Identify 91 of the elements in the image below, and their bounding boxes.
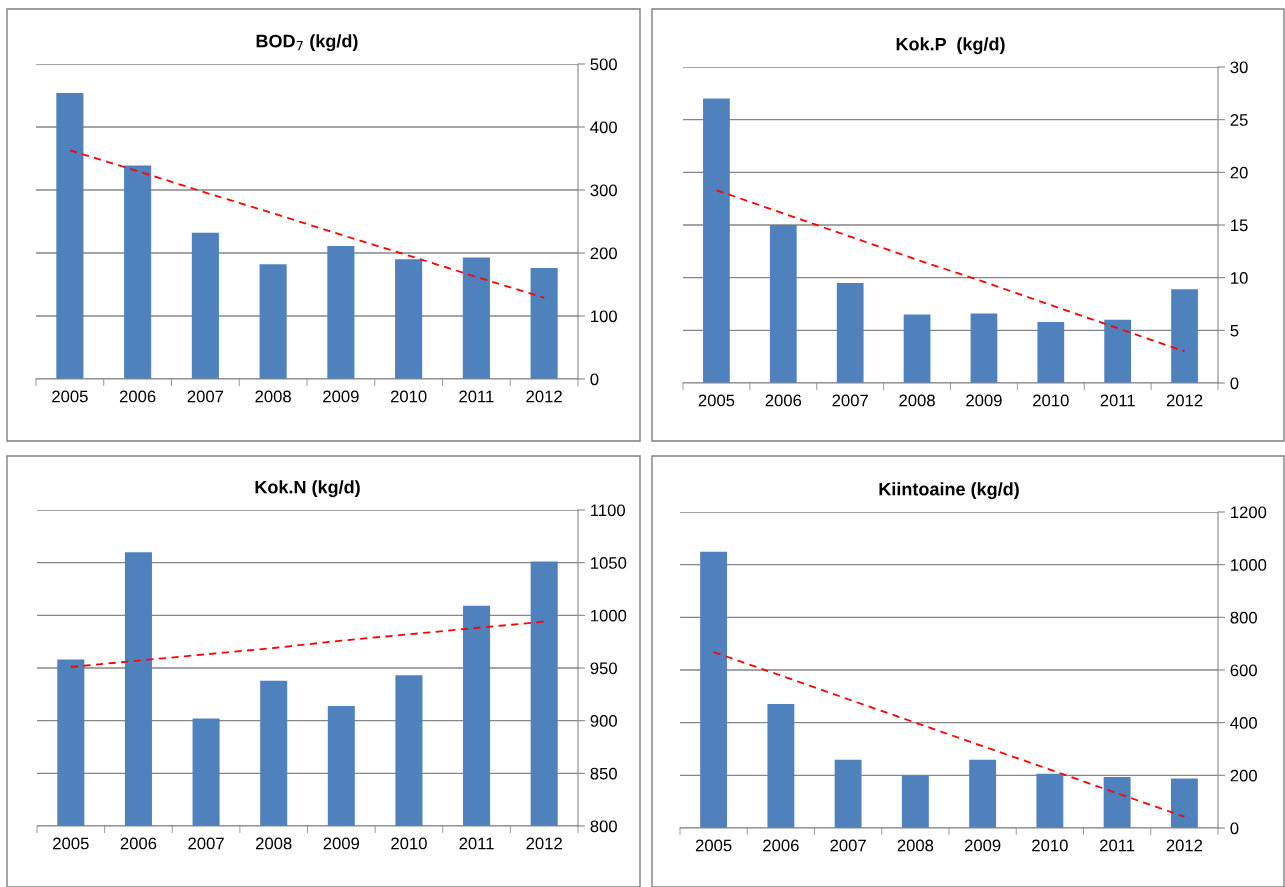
y-tick-label: 0 — [1230, 822, 1239, 835]
x-tick-label: 2008 — [255, 390, 291, 403]
x-tick-label: 2005 — [53, 837, 89, 850]
y-tick-label: 0 — [1230, 377, 1239, 390]
x-tick-label: 2008 — [255, 837, 292, 850]
y-tick-label: 1000 — [1231, 559, 1267, 571]
x-tick-label: 2006 — [765, 394, 802, 407]
x-tick-label: 2012 — [1166, 394, 1203, 407]
bar — [395, 259, 423, 379]
chart-title: Kiintoaine (kg/d) — [879, 482, 1019, 500]
bar — [970, 313, 998, 383]
x-tick-label: 2011 — [459, 390, 494, 403]
y-tick-label: 500 — [590, 58, 617, 71]
x-tick-label: 2005 — [698, 394, 735, 407]
chart-title: Kok.N (kg/d) — [255, 480, 360, 498]
bar — [1170, 778, 1198, 828]
bar — [769, 225, 797, 383]
bar — [124, 165, 152, 379]
bar — [191, 232, 219, 379]
bar — [901, 775, 929, 828]
x-tick-label: 2008 — [899, 394, 935, 407]
y-tick-label: 100 — [591, 310, 617, 323]
bar — [1036, 773, 1064, 828]
bar — [836, 282, 864, 383]
line-series — [69, 620, 546, 668]
x-tick-label: 2008 — [897, 839, 934, 852]
y-tick-label: 950 — [590, 662, 617, 675]
y-tick-label: 15 — [1231, 219, 1248, 232]
x-tick-label: 2007 — [830, 839, 866, 852]
bar — [530, 268, 558, 379]
line-series — [715, 189, 1186, 353]
x-tick-label: 2011 — [459, 837, 494, 850]
x-tick-label: 2009 — [323, 837, 360, 850]
y-tick-label: 900 — [590, 715, 617, 727]
bar — [1104, 319, 1132, 383]
y-tick-label: 800 — [1230, 611, 1257, 624]
chart-title: BOD$_{7}$ (kg/d) — [256, 34, 358, 52]
bar — [327, 246, 355, 379]
y-tick-label: 200 — [1230, 769, 1257, 782]
line-series — [712, 651, 1186, 818]
x-tick-label: 2006 — [119, 390, 156, 403]
x-tick-label: 2011 — [1100, 839, 1135, 852]
y-tick-label: 20 — [1230, 166, 1248, 179]
bar — [969, 759, 997, 828]
bar — [700, 551, 728, 828]
bar — [1037, 321, 1065, 383]
y-tick-label: 1000 — [591, 609, 627, 622]
x-tick-label: 2007 — [832, 394, 868, 407]
y-tick-label: 1050 — [591, 557, 627, 569]
x-tick-label: 2012 — [1166, 839, 1203, 852]
y-tick-label: 25 — [1230, 114, 1248, 126]
x-tick-label: 2007 — [187, 390, 224, 403]
y-tick-label: 30 — [1230, 61, 1248, 74]
y-tick-label: 1100 — [591, 504, 625, 517]
y-tick-label: 200 — [590, 247, 617, 260]
x-tick-label: 2010 — [1032, 839, 1068, 852]
y-tick-label: 400 — [590, 121, 617, 134]
y-tick-label: 5 — [1230, 324, 1239, 337]
x-tick-label: 2010 — [391, 837, 427, 850]
x-tick-label: 2006 — [120, 837, 157, 850]
x-tick-label: 2011 — [1100, 394, 1135, 407]
y-tick-label: 1200 — [1231, 506, 1267, 519]
y-tick-label: 600 — [1230, 664, 1257, 677]
x-tick-label: 2009 — [966, 394, 1002, 407]
x-tick-label: 2007 — [188, 837, 224, 850]
bar — [1171, 289, 1198, 383]
y-tick-label: 0 — [590, 373, 599, 386]
x-tick-label: 2005 — [52, 390, 88, 403]
x-tick-label: 2010 — [1033, 394, 1069, 407]
bar — [903, 314, 931, 383]
x-tick-label: 2006 — [763, 839, 799, 852]
x-tick-label: 2009 — [964, 839, 1001, 852]
bar — [56, 92, 84, 379]
y-tick-label: 800 — [590, 820, 617, 833]
x-tick-label: 2010 — [390, 390, 427, 403]
bar — [703, 98, 730, 383]
x-tick-label: 2005 — [695, 839, 732, 852]
line-series — [68, 149, 546, 299]
y-tick-label: 10 — [1231, 272, 1248, 284]
y-tick-label: 400 — [1230, 717, 1257, 729]
bar — [767, 703, 795, 828]
bar — [259, 264, 287, 379]
bar — [1103, 776, 1131, 828]
y-tick-label: 300 — [590, 184, 617, 197]
x-tick-label: 2009 — [323, 390, 359, 403]
y-tick-label: 850 — [590, 767, 617, 780]
x-tick-label: 2012 — [526, 837, 562, 850]
bar — [462, 257, 490, 379]
chart-title: Kok.P (kg/d) — [896, 37, 1005, 55]
bar — [834, 759, 862, 828]
x-tick-label: 2012 — [526, 390, 562, 403]
